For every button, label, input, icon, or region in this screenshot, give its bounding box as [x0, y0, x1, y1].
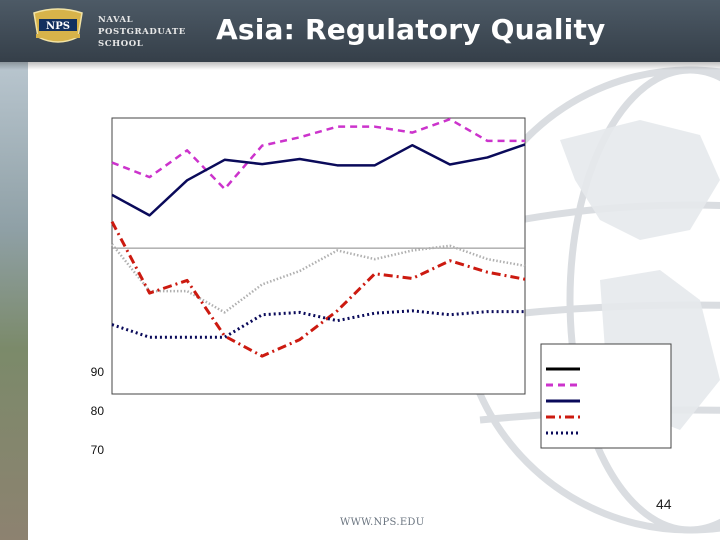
- y-tick-label-3: 70: [91, 443, 105, 457]
- logo-line-1: NAVAL: [98, 15, 134, 25]
- nps-logo-icon: NPS: [33, 8, 83, 43]
- footer-url[interactable]: WWW.NPS.EDU: [340, 517, 425, 528]
- series-line-3: [111, 243, 526, 314]
- y-tick-label-2: 80: [91, 404, 105, 418]
- logo-line-3: SCHOOL: [98, 39, 144, 49]
- legend-box: [540, 343, 672, 449]
- campus-photo-strip: [0, 62, 28, 540]
- series-line-5: [111, 309, 525, 339]
- logo-wordmark: NAVAL POSTGRADUATE SCHOOL: [98, 14, 186, 50]
- plot-area-frame: [111, 117, 526, 395]
- logo-badge-text: NPS: [46, 21, 70, 32]
- series-line-4: [110, 220, 526, 358]
- header-bar: [0, 0, 720, 62]
- slide-title: Asia: Regulatory Quality: [216, 13, 606, 46]
- chart-legend: [540, 343, 672, 449]
- header-shadow: [0, 62, 720, 70]
- series-line-1: [111, 117, 525, 191]
- y-tick-label-1: 90: [91, 365, 105, 379]
- page-number: 44: [656, 496, 672, 512]
- logo-line-2: POSTGRADUATE: [98, 27, 186, 37]
- series-line-2: [111, 143, 526, 217]
